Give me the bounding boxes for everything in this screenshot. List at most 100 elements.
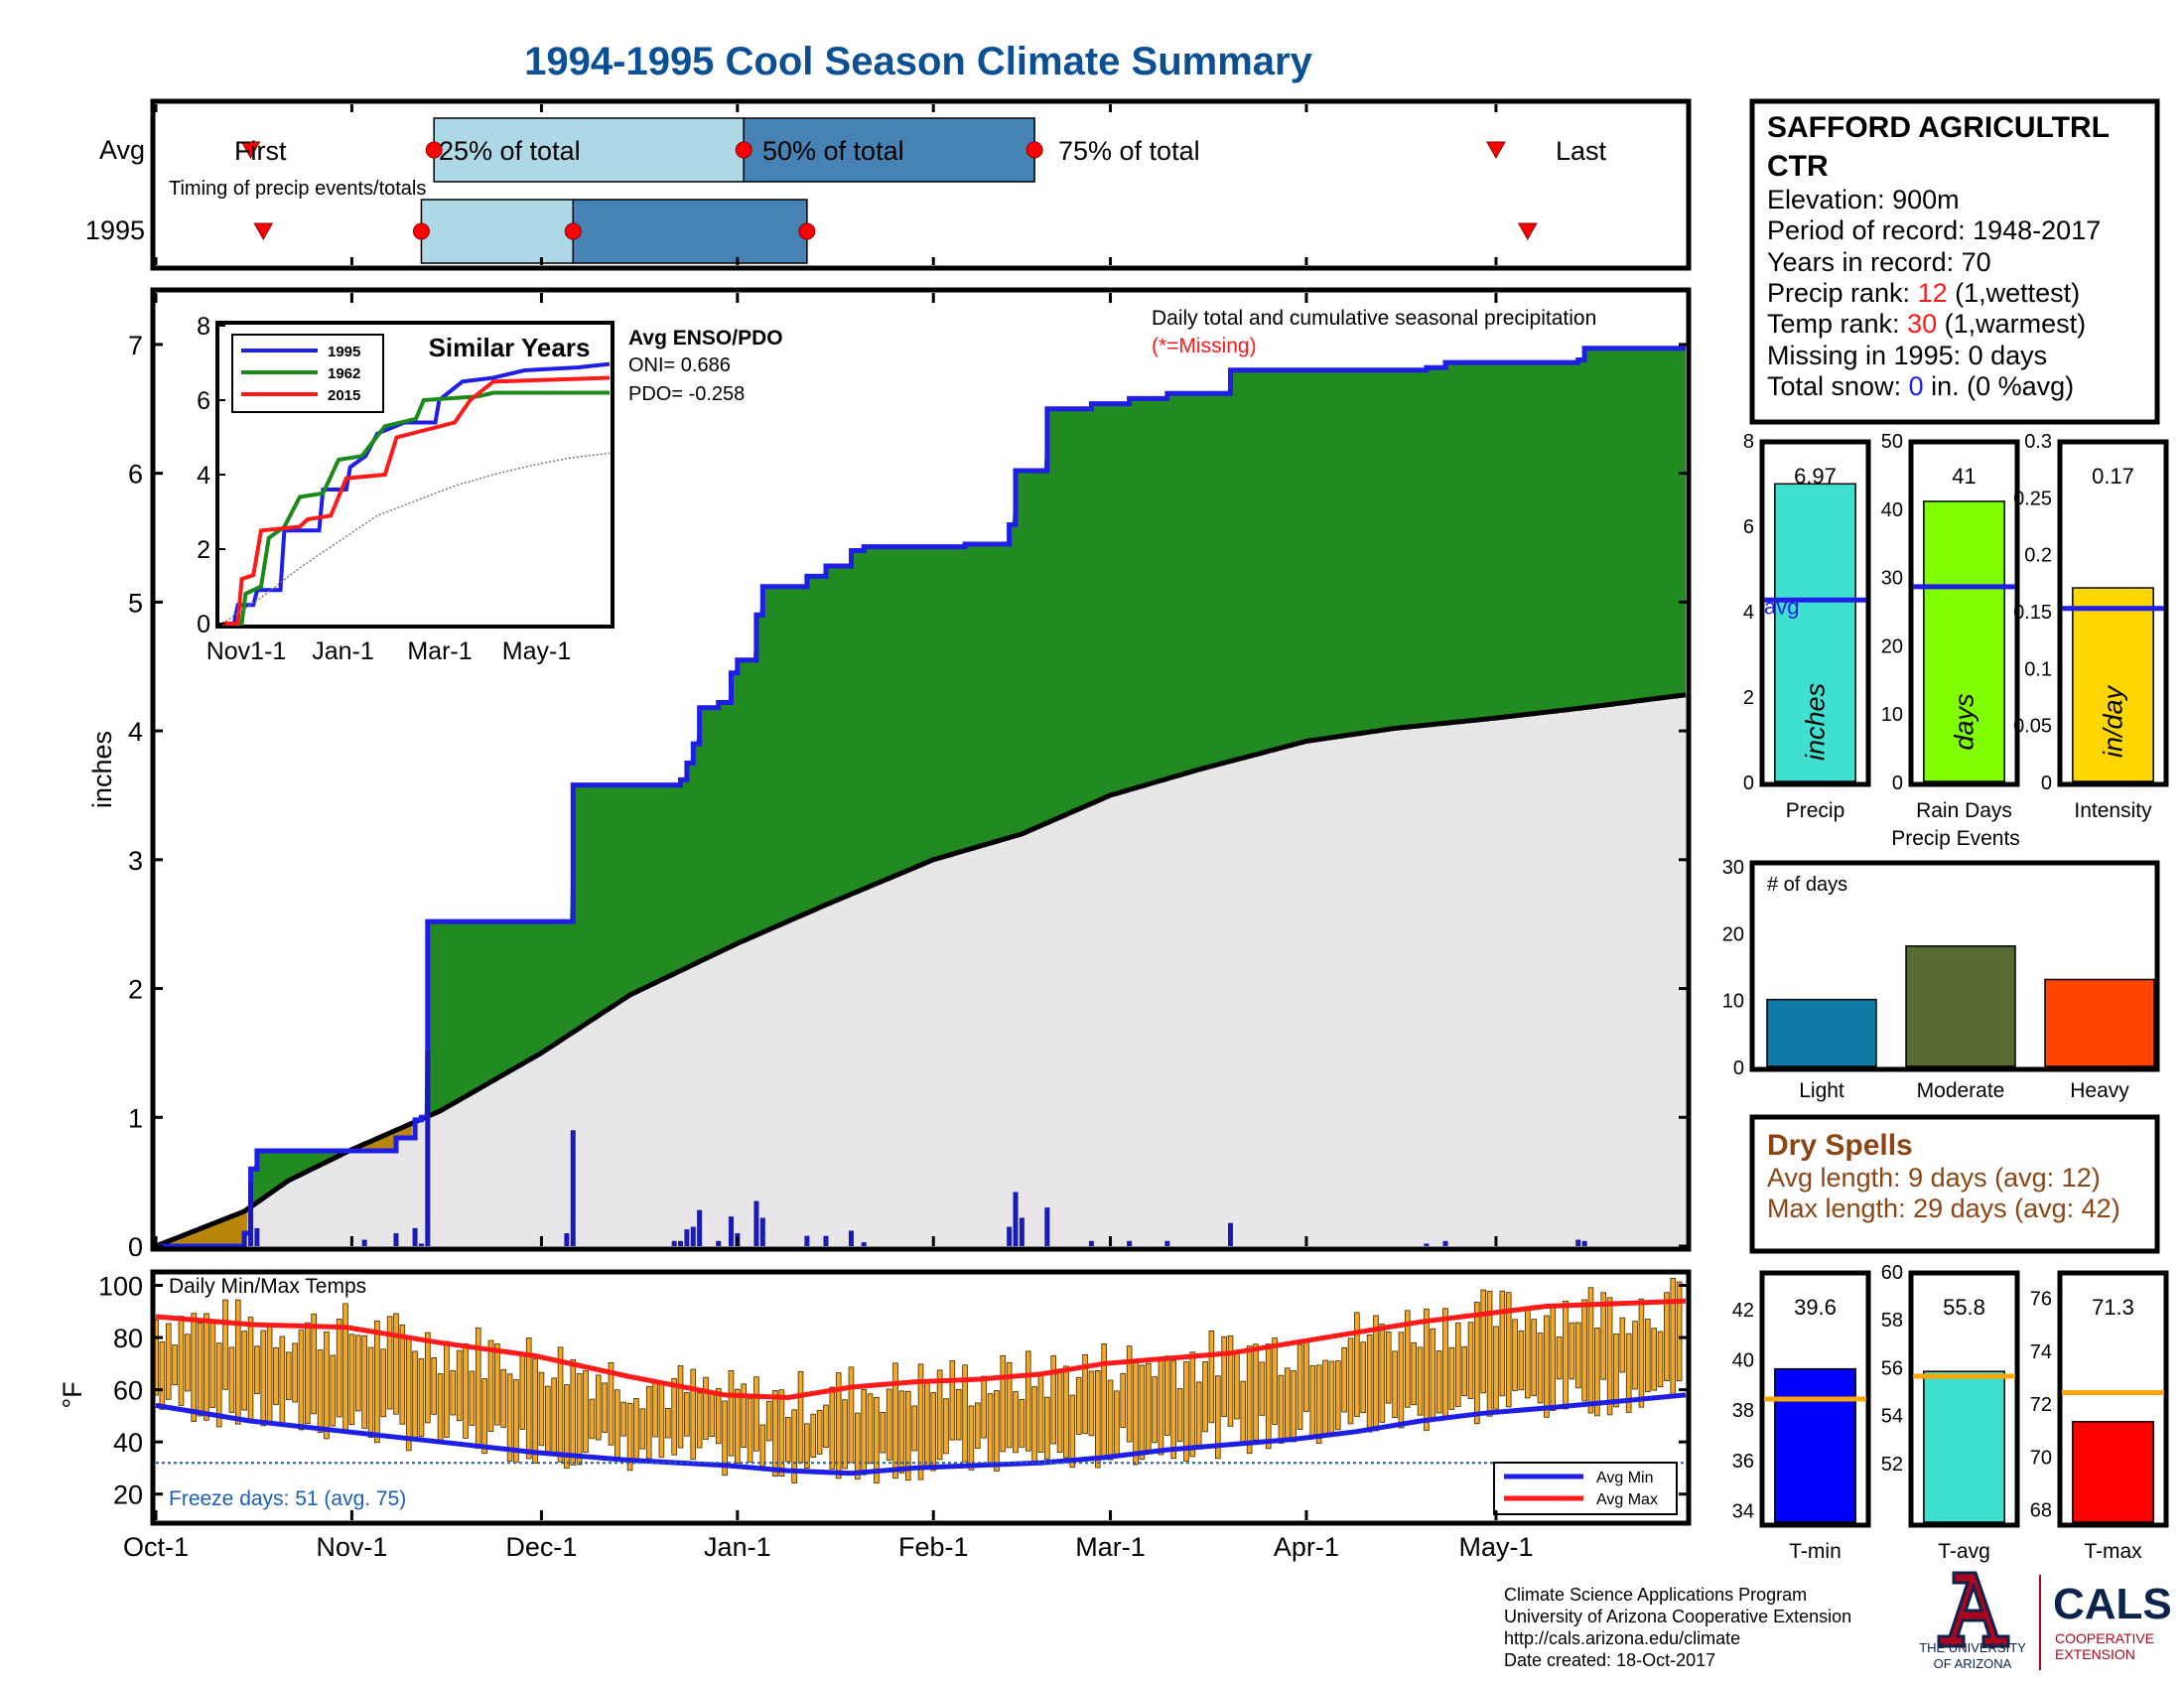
daily-temp-bar <box>1056 1371 1063 1453</box>
daily-temp-bar <box>1581 1299 1587 1402</box>
daily-temp-bar <box>185 1334 191 1392</box>
daily-temp-bar <box>874 1396 880 1483</box>
daily-temp-bar <box>1164 1355 1170 1436</box>
daily-temp-bar <box>1518 1330 1525 1391</box>
station-elevation: Elevation: 900m <box>1767 185 1960 214</box>
arizona-a-icon <box>1937 1571 2010 1648</box>
daily-temp-bar <box>1625 1333 1632 1413</box>
events-bar-light <box>1766 998 1877 1067</box>
daily-temp-bar <box>703 1376 709 1440</box>
inset-x-tick-label: Jan-1 <box>312 637 374 665</box>
intensity-y-tick-label: 0.3 <box>2024 431 2052 453</box>
intensity-value-text: 0.17 <box>2092 464 2134 489</box>
precip-label: Precip <box>1786 799 1845 822</box>
main-y-tick-label: 0 <box>128 1232 143 1262</box>
intensity-y-tick-label: 0.1 <box>2024 658 2052 680</box>
inset-y-tick-label: 0 <box>197 611 210 638</box>
daily-temp-bar <box>880 1411 887 1454</box>
enso-oni: ONI= 0.686 <box>628 354 731 376</box>
timing-panel: Avg 1995 Timing of precip events/totals … <box>85 98 1692 271</box>
inset-x-tick-label: May-1 <box>502 637 571 665</box>
daily-temp-bar <box>1214 1375 1221 1460</box>
daily-temp-bar <box>1259 1361 1266 1416</box>
station-snow: Total snow: 0 in. (0 %avg) <box>1767 371 2074 401</box>
daily-precip-bar <box>1007 1226 1013 1246</box>
daily-temp-bar <box>1569 1322 1575 1380</box>
daily-temp-bar <box>228 1346 235 1413</box>
daily-temp-bar <box>765 1400 772 1442</box>
daily-precip-bar <box>1442 1240 1448 1246</box>
intensity-label: Intensity <box>2074 799 2152 822</box>
daily-temp-bar <box>936 1369 943 1461</box>
station-precip-rank: Precip rank: 12 (1,wettest) <box>1767 278 2080 308</box>
daily-temp-bar <box>1208 1330 1215 1424</box>
t-max-y-tick-label: 68 <box>2030 1500 2052 1522</box>
daily-temp-bar <box>1373 1315 1379 1432</box>
daily-temp-bar <box>595 1374 602 1441</box>
daily-temp-bar <box>949 1360 956 1441</box>
temps-y-tick-label: 60 <box>113 1376 143 1406</box>
daily-temp-bar <box>1676 1281 1683 1382</box>
daily-temp-bar <box>1632 1321 1638 1390</box>
inset-legend: 1995 1962 2015 <box>241 344 360 404</box>
daily-precip-bar <box>1164 1240 1170 1246</box>
rain-days-y-tick-label: 10 <box>1881 704 1903 726</box>
daily-temp-bar <box>260 1330 267 1427</box>
daily-temp-bar <box>178 1316 185 1406</box>
daily-temp-bar <box>1291 1370 1297 1443</box>
daily-temp-bar <box>1075 1376 1082 1435</box>
timing-1995-last-marker <box>1517 222 1538 241</box>
month-label: Mar-1 <box>1075 1532 1146 1562</box>
daily-precip-bar <box>241 1233 247 1246</box>
daily-temp-bar <box>437 1373 444 1441</box>
daily-temp-bar <box>374 1320 380 1444</box>
daily-precip-bar <box>1088 1240 1094 1246</box>
t-avg-y-tick-label: 52 <box>1881 1454 1903 1476</box>
temp-rank-value: 30 <box>1907 309 1937 339</box>
daily-temp-bar <box>1189 1351 1196 1458</box>
timing-row-label-avg: Avg <box>99 135 145 165</box>
daily-precip-bar <box>759 1217 765 1246</box>
daily-temp-bar <box>165 1323 172 1400</box>
daily-temp-bar <box>456 1349 463 1422</box>
events-y-label: # of days <box>1767 874 1847 896</box>
daily-temp-bar <box>1454 1323 1461 1407</box>
daily-temp-bar <box>1619 1317 1626 1373</box>
daily-temp-bar <box>532 1358 538 1465</box>
daily-temp-bar <box>1606 1297 1613 1416</box>
daily-temp-bar <box>431 1356 437 1415</box>
main-y-axis: 0 1 2 3 4 5 6 7 <box>128 331 1689 1262</box>
t-min-y-tick-label: 34 <box>1732 1500 1754 1522</box>
daily-temp-bar <box>354 1335 361 1412</box>
daily-temp-bar <box>273 1346 279 1405</box>
inset-y-tick-label: 2 <box>197 536 210 564</box>
daily-temp-bar <box>1638 1298 1645 1408</box>
daily-precip-bar <box>1127 1240 1133 1246</box>
daily-temp-bar <box>1587 1287 1594 1414</box>
daily-temp-bar <box>1037 1372 1044 1453</box>
avg-max-line <box>155 1298 1687 1401</box>
daily-temp-bar <box>981 1375 987 1439</box>
daily-precip-bar <box>690 1226 696 1246</box>
precip-rank-note: (1,wettest) <box>1948 278 2081 308</box>
timing-1995-q50-marker <box>564 222 582 240</box>
daily-temp-bar <box>1195 1381 1202 1449</box>
daily-temp-bar <box>987 1393 994 1465</box>
daily-temp-bar <box>463 1342 469 1439</box>
daily-temp-bar <box>1221 1336 1227 1418</box>
daily-temp-bar <box>1031 1386 1037 1463</box>
t-min-value-text: 39.6 <box>1794 1295 1837 1320</box>
daily-temp-bar <box>583 1370 589 1453</box>
t-avg-y-tick-label: 54 <box>1881 1406 1903 1428</box>
precip-avg-label: avg <box>1764 594 1799 619</box>
daily-temp-bar <box>696 1392 703 1449</box>
daily-temp-bar <box>791 1409 797 1483</box>
month-label: Jan-1 <box>704 1532 771 1562</box>
rain-days-y-tick-label: 40 <box>1881 499 1903 521</box>
snow-note: in. (0 %avg) <box>1924 371 2075 401</box>
daily-temp-bar <box>254 1345 260 1394</box>
timing-avg-first-marker <box>240 141 261 160</box>
inset-x-axis: Nov1-1 Jan-1 Mar-1 May-1 <box>206 637 572 665</box>
daily-temp-bar <box>1550 1307 1557 1411</box>
daily-temp-bar <box>904 1390 911 1481</box>
